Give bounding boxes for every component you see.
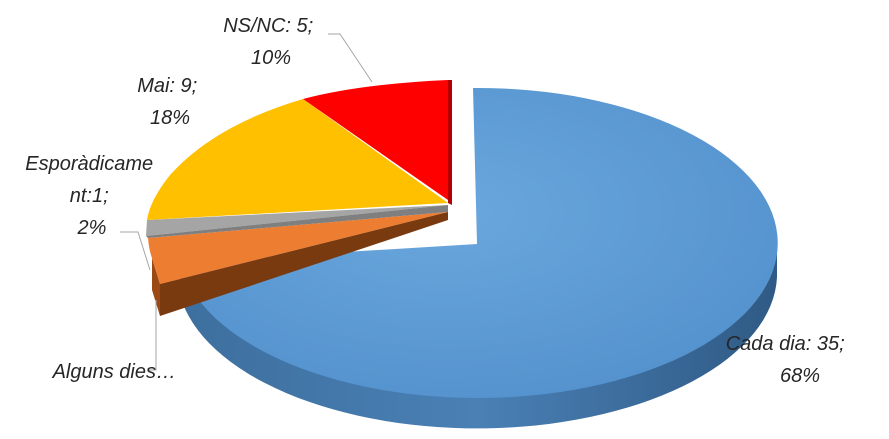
- label-nsnc: NS/NC: 5; 10%: [223, 15, 319, 69]
- leader-alguns-dies: [148, 300, 157, 371]
- label-mai-line2: 18%: [150, 107, 190, 129]
- label-mai-line1: Mai: 9;: [137, 75, 197, 97]
- label-nsnc-line1: NS/NC: 5;: [223, 15, 313, 37]
- slice-alguns-dies-side: [152, 258, 160, 316]
- label-esporadicament-line3: 2%: [77, 217, 107, 239]
- slice-mai-top: [147, 99, 448, 220]
- label-alguns-dies-line1: Alguns dies…: [52, 361, 176, 383]
- slice-cada-dia-top: [180, 87, 778, 398]
- slice-nsnc: [303, 80, 452, 205]
- label-cada-dia-line2: 68%: [780, 365, 820, 387]
- label-mai: Mai: 9; 18%: [137, 75, 203, 129]
- slice-alguns-dies: [148, 212, 448, 316]
- label-alguns-dies: Alguns dies…: [52, 361, 176, 383]
- label-esporadicament-line2: nt:1;: [70, 185, 109, 207]
- slice-mai: [147, 99, 448, 220]
- label-esporadicament: Esporàdicame nt:1; 2%: [25, 153, 158, 239]
- label-cada-dia-line1: Cada dia: 35;: [726, 333, 845, 355]
- slice-cada-dia: [180, 87, 778, 429]
- slice-alguns-dies-top: [148, 212, 448, 284]
- leader-nsnc: [328, 33, 373, 83]
- label-esporadicament-line1: Esporàdicame: [25, 153, 153, 175]
- leader-lines: [120, 33, 373, 371]
- slice-nsnc-top: [303, 80, 448, 200]
- slice-esporadicament: [146, 205, 448, 238]
- label-nsnc-line2: 10%: [251, 47, 291, 69]
- slice-cada-dia-side: [180, 244, 777, 429]
- leader-esporadicament: [120, 231, 151, 271]
- label-cada-dia: Cada dia: 35; 68%: [726, 333, 851, 387]
